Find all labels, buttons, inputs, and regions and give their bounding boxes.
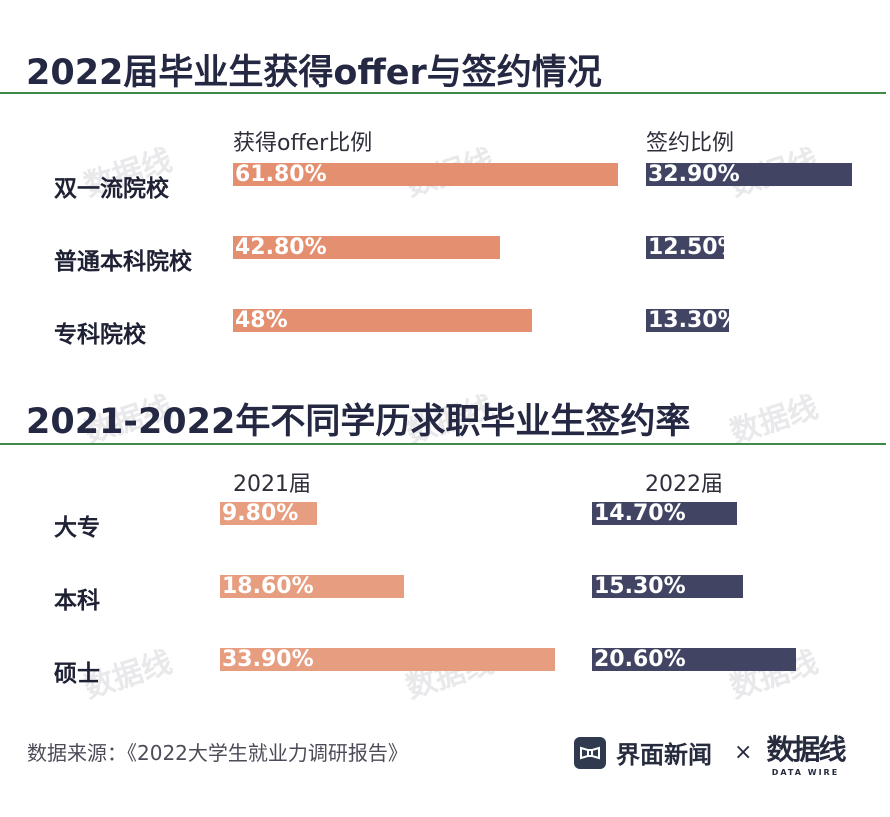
chart-2-data-label: 18.60% <box>222 574 314 599</box>
chart-2-category-label: 硕士 <box>54 661 100 687</box>
chart-2-title: 2021-2022年不同学历求职毕业生签约率 <box>26 402 691 442</box>
chart-1-category-label: 普通本科院校 <box>54 249 192 275</box>
brand-name: 界面新闻 <box>616 741 712 769</box>
chart-2-data-label: 15.30% <box>594 574 686 599</box>
chart-1-bar <box>646 309 729 332</box>
watermark-text: 数据线 <box>725 389 823 451</box>
chart-2-bar <box>220 502 317 525</box>
chart-1-data-label: 32.90% <box>648 162 740 187</box>
chart-2-data-label: 20.60% <box>594 647 686 672</box>
source-note: 数据来源：《2022大学生就业力调研报告》 <box>27 741 408 765</box>
chart-1-bar <box>233 309 532 332</box>
chart-1-divider <box>0 92 886 94</box>
chart-1-col-header-offer: 获得offer比例 <box>233 131 373 156</box>
chart-1-bar <box>646 163 852 186</box>
brand-footer: 界面新闻 × 数据线 DATA WIRE <box>574 728 846 777</box>
chart-2-data-label: 33.90% <box>222 647 314 672</box>
chart-2-divider <box>0 443 886 445</box>
chart-1-category-label: 双一流院校 <box>54 176 169 202</box>
chart-2-bar <box>592 575 743 598</box>
chart-1-data-label: 42.80% <box>235 235 327 260</box>
chart-2-bar <box>592 648 796 671</box>
chart-1-data-label: 61.80% <box>235 162 327 187</box>
chart-1-data-label: 12.50% <box>648 235 740 260</box>
chart-1-data-label: 13.30% <box>648 308 740 333</box>
chart-1-bar <box>233 163 618 186</box>
chart-2-bar <box>220 648 555 671</box>
chart-2-data-label: 9.80% <box>222 501 299 526</box>
chart-2-category-label: 大专 <box>54 515 100 541</box>
chart-1-bar <box>646 236 724 259</box>
jiemian-logo-icon <box>574 736 606 769</box>
chart-2-category-label: 本科 <box>54 588 100 614</box>
chart-1-col-header-sign: 签约比例 <box>646 131 735 156</box>
watermark: 数据线 <box>723 382 822 452</box>
chart-1-title: 2022届毕业生获得offer与签约情况 <box>26 53 602 93</box>
chart-2-col-header-2022: 2022届 <box>645 472 723 497</box>
datawire-logo-sub: DATA WIRE <box>771 768 840 777</box>
chart-2-bar <box>220 575 404 598</box>
brand-separator: × <box>734 740 753 765</box>
chart-2-bar <box>592 502 737 525</box>
chart-1-data-label: 48% <box>235 308 288 333</box>
chart-1-bar <box>233 236 500 259</box>
chart-1-category-label: 专科院校 <box>54 322 146 348</box>
datawire-logo-text: 数据线 <box>766 733 846 766</box>
chart-2-data-label: 14.70% <box>594 501 686 526</box>
datawire-logo: 数据线 DATA WIRE <box>766 728 846 777</box>
chart-2-col-header-2021: 2021届 <box>233 472 311 497</box>
